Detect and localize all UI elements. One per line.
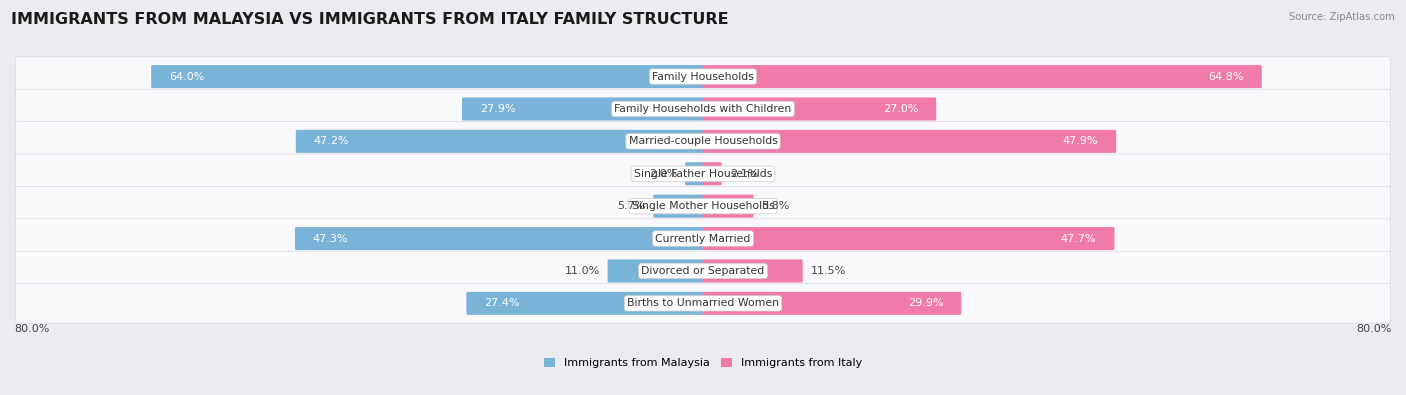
Text: Source: ZipAtlas.com: Source: ZipAtlas.com: [1289, 12, 1395, 22]
Text: Family Households: Family Households: [652, 71, 754, 81]
FancyBboxPatch shape: [703, 227, 1115, 250]
Text: 5.8%: 5.8%: [762, 201, 790, 211]
FancyBboxPatch shape: [15, 89, 1391, 129]
Text: 27.9%: 27.9%: [479, 104, 516, 114]
Text: Births to Unmarried Women: Births to Unmarried Women: [627, 298, 779, 308]
Text: 5.7%: 5.7%: [617, 201, 645, 211]
Text: IMMIGRANTS FROM MALAYSIA VS IMMIGRANTS FROM ITALY FAMILY STRUCTURE: IMMIGRANTS FROM MALAYSIA VS IMMIGRANTS F…: [11, 12, 728, 27]
FancyBboxPatch shape: [607, 260, 703, 282]
Text: 2.0%: 2.0%: [648, 169, 678, 179]
Text: 47.2%: 47.2%: [314, 136, 349, 147]
FancyBboxPatch shape: [295, 227, 703, 250]
Text: 11.0%: 11.0%: [564, 266, 599, 276]
FancyBboxPatch shape: [467, 292, 703, 315]
FancyBboxPatch shape: [15, 57, 1391, 96]
Text: Single Father Households: Single Father Households: [634, 169, 772, 179]
FancyBboxPatch shape: [685, 162, 703, 185]
FancyBboxPatch shape: [463, 98, 703, 120]
Text: 47.3%: 47.3%: [314, 233, 349, 244]
Text: 27.0%: 27.0%: [883, 104, 918, 114]
Text: Currently Married: Currently Married: [655, 233, 751, 244]
FancyBboxPatch shape: [703, 65, 1261, 88]
Text: 2.1%: 2.1%: [730, 169, 758, 179]
Text: 64.0%: 64.0%: [169, 71, 204, 81]
FancyBboxPatch shape: [703, 98, 936, 120]
Text: 64.8%: 64.8%: [1208, 71, 1244, 81]
FancyBboxPatch shape: [152, 65, 703, 88]
FancyBboxPatch shape: [654, 195, 703, 218]
FancyBboxPatch shape: [15, 219, 1391, 258]
FancyBboxPatch shape: [703, 292, 962, 315]
FancyBboxPatch shape: [703, 130, 1116, 153]
FancyBboxPatch shape: [295, 130, 703, 153]
Text: 47.7%: 47.7%: [1062, 233, 1097, 244]
Text: Married-couple Households: Married-couple Households: [628, 136, 778, 147]
Text: 27.4%: 27.4%: [484, 298, 520, 308]
FancyBboxPatch shape: [703, 195, 754, 218]
Text: 11.5%: 11.5%: [811, 266, 846, 276]
Legend: Immigrants from Malaysia, Immigrants from Italy: Immigrants from Malaysia, Immigrants fro…: [541, 356, 865, 371]
FancyBboxPatch shape: [15, 122, 1391, 161]
Text: 29.9%: 29.9%: [908, 298, 943, 308]
FancyBboxPatch shape: [703, 162, 721, 185]
Text: 80.0%: 80.0%: [1357, 324, 1392, 334]
FancyBboxPatch shape: [15, 186, 1391, 226]
Text: Divorced or Separated: Divorced or Separated: [641, 266, 765, 276]
FancyBboxPatch shape: [15, 251, 1391, 291]
Text: 80.0%: 80.0%: [14, 324, 49, 334]
FancyBboxPatch shape: [15, 284, 1391, 323]
FancyBboxPatch shape: [703, 260, 803, 282]
Text: 47.9%: 47.9%: [1063, 136, 1098, 147]
Text: Single Mother Households: Single Mother Households: [631, 201, 775, 211]
Text: Family Households with Children: Family Households with Children: [614, 104, 792, 114]
FancyBboxPatch shape: [15, 154, 1391, 194]
